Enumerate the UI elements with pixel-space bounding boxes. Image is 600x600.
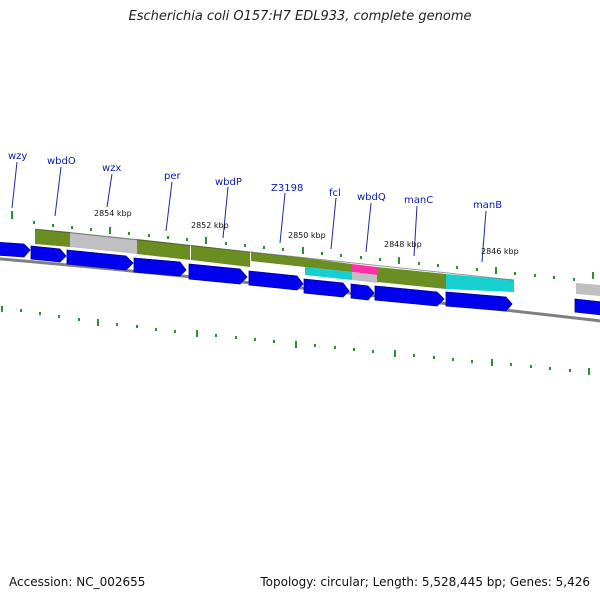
map-title: Escherichia coli O157:H7 EDL933, complet…: [128, 9, 472, 24]
gene-label[interactable]: wbdQ: [357, 192, 386, 203]
cog-segment[interactable]: [305, 258, 352, 272]
gene-label[interactable]: per: [164, 171, 182, 182]
cog-segment[interactable]: [305, 267, 352, 280]
gene-labels: wzy wbdO wzx per wbdP Z3198 fcl wbdQ man…: [8, 151, 502, 211]
gene-arrow[interactable]: [66, 249, 134, 271]
gene-arrow[interactable]: [133, 257, 187, 277]
cog-segment[interactable]: [251, 252, 305, 267]
cog-segment[interactable]: [70, 232, 137, 254]
gene-label[interactable]: wzy: [8, 151, 27, 162]
gene-label-leaders: [11, 161, 487, 263]
position-label: 2854 kbp: [94, 209, 132, 218]
position-label: 2850 kbp: [288, 231, 326, 240]
gene-label[interactable]: fcl: [329, 188, 341, 199]
gene-arrow[interactable]: [188, 263, 248, 285]
position-label: 2848 kbp: [384, 240, 422, 249]
cog-segment[interactable]: [352, 264, 377, 275]
position-labels: 2854 kbp 2852 kbp 2850 kbp 2848 kbp 2846…: [94, 209, 519, 256]
tick-row-upper: [11, 211, 594, 281]
gene-arrow[interactable]: [350, 283, 375, 301]
gene-arrow[interactable]: [374, 285, 445, 307]
cog-segment[interactable]: [352, 272, 377, 283]
gene-label[interactable]: manB: [473, 200, 502, 211]
accession-text: Accession: NC_002655: [9, 575, 146, 589]
gene-arrow[interactable]: [303, 278, 350, 298]
gene-arrow[interactable]: [30, 245, 67, 263]
gene-arrows: [0, 241, 600, 316]
gene-arrow[interactable]: [445, 291, 513, 312]
cog-segment[interactable]: [377, 267, 446, 289]
cog-segment[interactable]: [137, 239, 190, 260]
tick-row-lower: [1, 306, 590, 375]
gene-label[interactable]: wzx: [102, 163, 121, 174]
topology-summary: Topology: circular; Length: 5,528,445 bp…: [260, 575, 590, 589]
gene-arrow[interactable]: [0, 241, 31, 258]
cog-segment[interactable]: [576, 283, 600, 296]
gene-label[interactable]: Z3198: [271, 183, 303, 194]
cog-segment[interactable]: [35, 229, 70, 247]
position-label: 2846 kbp: [481, 247, 519, 256]
gene-label[interactable]: manC: [404, 195, 433, 206]
gene-label[interactable]: wbdO: [47, 156, 76, 167]
gene-label[interactable]: wbdP: [215, 177, 242, 188]
cog-band-edge: [34, 228, 515, 281]
gene-arrow[interactable]: [574, 298, 600, 316]
cog-band: [34, 228, 600, 296]
position-label: 2852 kbp: [191, 221, 229, 230]
gene-arrow[interactable]: [248, 270, 304, 291]
